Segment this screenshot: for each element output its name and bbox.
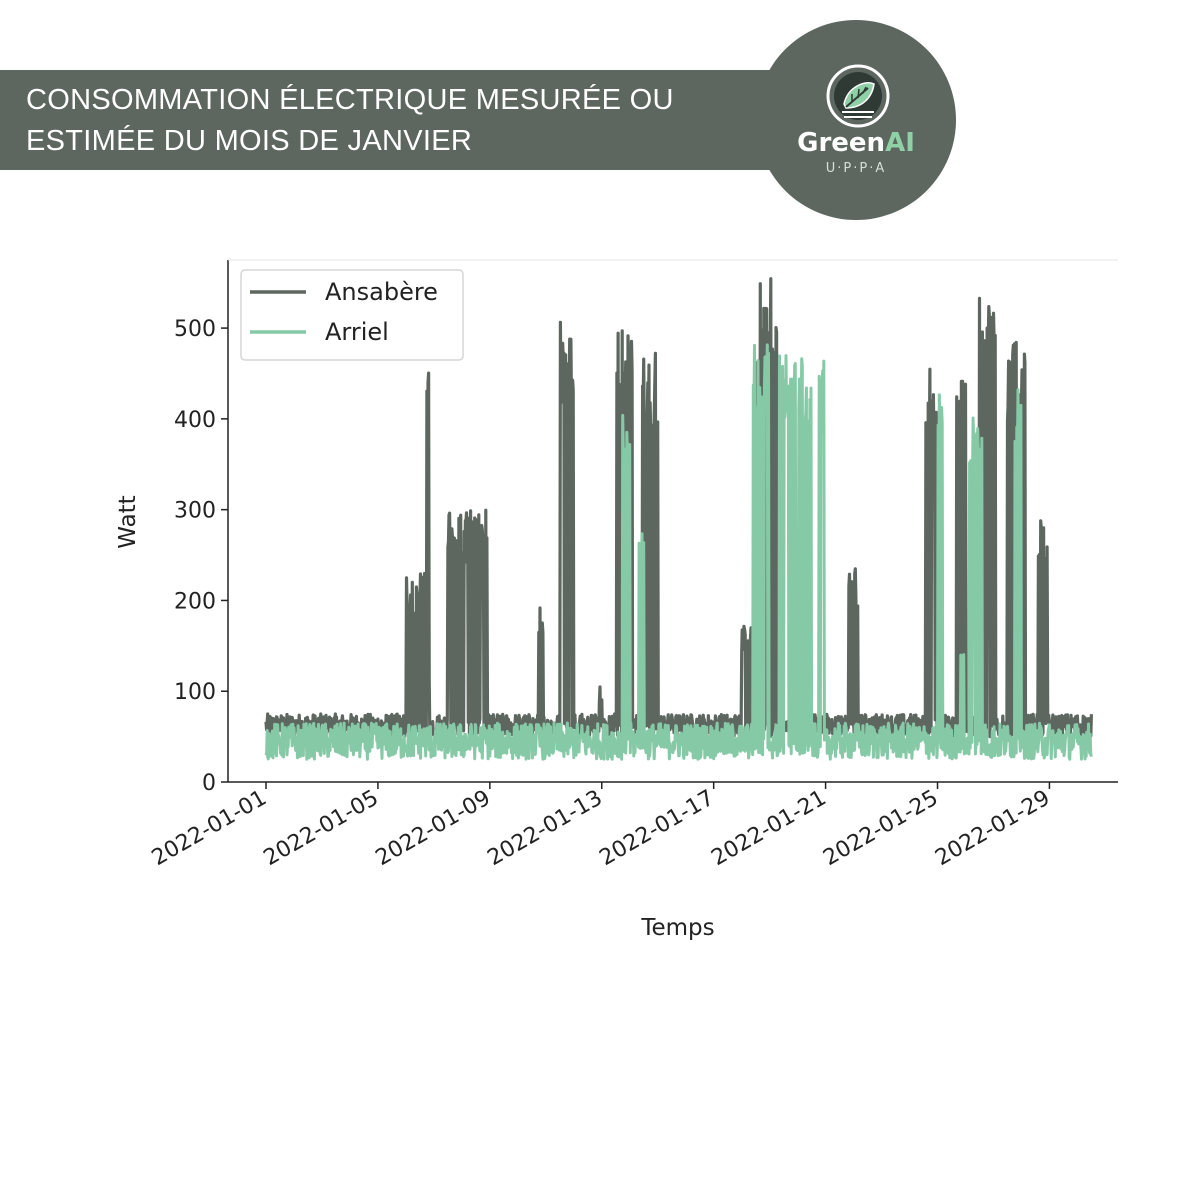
y-tick-label: 300: [174, 499, 216, 524]
legend-label-arriel: Arriel: [325, 318, 389, 346]
logo-name-ai: AI: [885, 128, 915, 158]
page-title-line1: CONSOMMATION ÉLECTRIQUE MESURÉE OU: [26, 84, 674, 116]
title-banner: [0, 70, 820, 170]
page-title-line2: ESTIMÉE DU MOIS DE JANVIER: [26, 125, 473, 157]
greenai-logo-badge: [756, 20, 956, 220]
x-tick-label: 2022-01-13: [484, 786, 607, 872]
x-tick-label: 2022-01-21: [707, 786, 830, 872]
logo-name-green: Green: [797, 128, 886, 158]
chart-legend: Ansabère Arriel: [240, 269, 464, 361]
x-tick-label: 2022-01-05: [260, 786, 383, 872]
series-line-ansabere: [264, 277, 1093, 739]
x-tick-label: 2022-01-17: [595, 786, 718, 872]
page-title: CONSOMMATION ÉLECTRIQUE MESURÉE OU ESTIM…: [26, 80, 766, 162]
logo-name: GreenAI: [756, 128, 956, 158]
y-tick-label: 200: [174, 589, 216, 614]
x-tick-label: 2022-01-01: [148, 786, 271, 872]
y-tick-label: 500: [174, 317, 216, 342]
y-tick-label: 0: [202, 771, 216, 796]
x-tick-label: 2022-01-29: [931, 786, 1054, 872]
x-axis-label: Temps: [640, 915, 714, 941]
x-tick-label: 2022-01-09: [372, 786, 495, 872]
y-tick-label: 400: [174, 408, 216, 433]
y-axis-label: Watt: [115, 495, 141, 548]
x-tick-label: 2022-01-25: [819, 786, 942, 872]
y-tick-label: 100: [174, 680, 216, 705]
legend-label-ansabere: Ansabère: [325, 278, 438, 306]
logo-subtitle: U·P·P·A: [825, 161, 887, 176]
leaf-globe-icon: [826, 64, 890, 128]
series-line-arriel: [264, 343, 1093, 761]
